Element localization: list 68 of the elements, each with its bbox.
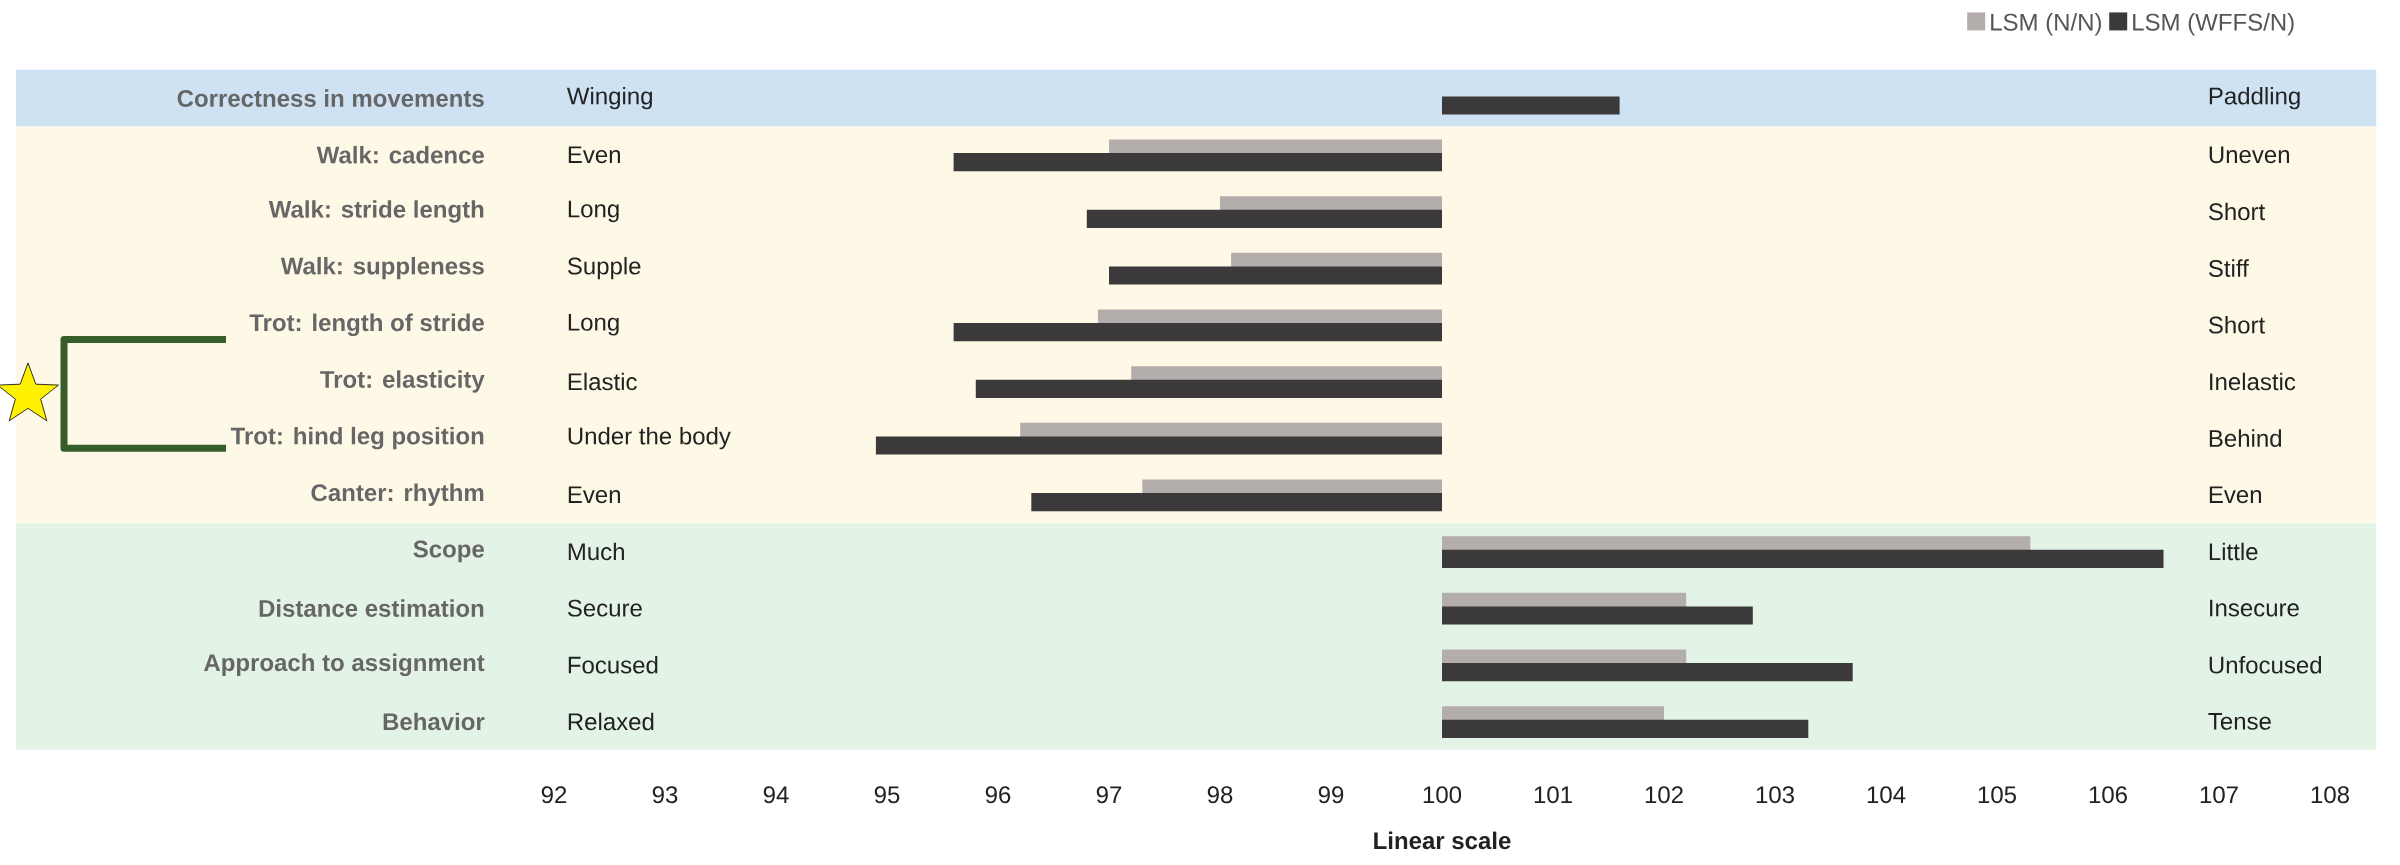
y-tick-label: Scope <box>413 540 484 563</box>
annotation: Winging <box>566 86 652 110</box>
annotation: Short <box>2208 202 2266 221</box>
x-tick-label: 108 <box>2311 786 2349 804</box>
annotation: Long <box>568 200 619 223</box>
x-tick-label: 92 <box>541 786 567 804</box>
x-tick-label: 107 <box>2200 786 2238 804</box>
annotation: Even <box>2209 486 2262 504</box>
y-tick-label: Trot: hind leg position <box>230 426 484 450</box>
bar <box>1442 663 1853 682</box>
y-tick-label: Correctness in movements <box>177 89 484 107</box>
bar <box>953 323 1443 342</box>
x-tick-label: 102 <box>1645 786 1683 804</box>
y-tick-label: Trot: elasticity <box>320 370 485 393</box>
legend-label: LSM (WFFS/N) <box>2133 13 2294 36</box>
x-tick-label: 93 <box>652 786 678 804</box>
x-tick-label: 94 <box>763 786 789 804</box>
annotation: Focused <box>568 655 658 674</box>
y-tick-label: Behavior <box>383 712 485 731</box>
y-tick-label: Trot: length of stride <box>249 313 484 337</box>
y-tick-label: Canter: rhythm <box>311 483 484 506</box>
y-tick-label: Distance estimation <box>259 599 484 617</box>
annotation: Secure <box>567 599 642 617</box>
bar <box>1086 209 1443 228</box>
annotation: Insecure <box>2210 599 2299 617</box>
x-tick-label: 101 <box>1534 786 1572 804</box>
bar <box>1031 493 1443 512</box>
bar <box>875 436 1443 455</box>
x-tick-label: 95 <box>874 786 900 804</box>
annotation: Supple <box>567 256 641 280</box>
x-tick-label: 105 <box>1978 786 2016 804</box>
annotation: Stiff <box>2208 259 2249 277</box>
annotation: Little <box>2209 542 2258 561</box>
annotation: Even <box>568 486 620 504</box>
x-tick-label: 104 <box>1867 786 1906 804</box>
x-tick-label: 103 <box>1756 786 1794 804</box>
bar <box>953 153 1443 172</box>
annotation: Long <box>568 314 619 336</box>
bar <box>1442 96 1620 115</box>
annotation: Relaxed <box>568 712 654 731</box>
y-tick-label: Approach to assignment <box>204 653 485 677</box>
bar <box>1442 549 2164 568</box>
y-tick-label: Walk: suppleness <box>280 256 484 280</box>
y-tick-label: Walk: cadence <box>316 145 484 164</box>
annotation: Uneven <box>2209 146 2290 164</box>
annotation: Much <box>568 542 624 561</box>
annotation: Paddling <box>2209 86 2300 110</box>
annotation: Under the body <box>568 426 731 450</box>
legend-label: LSM (N/N) <box>1991 13 2101 36</box>
annotation: Behind <box>2209 429 2282 447</box>
x-axis-title: Linear scale <box>1374 831 1511 850</box>
annotation: Elastic <box>568 372 637 391</box>
x-tick-label: 106 <box>2089 786 2127 804</box>
annotation: Inelastic <box>2210 372 2296 391</box>
x-tick-label: 96 <box>985 786 1011 804</box>
annotation: Even <box>568 146 620 164</box>
bar <box>975 379 1443 398</box>
annotation: Unfocused <box>2209 655 2322 674</box>
x-tick-label: 98 <box>1207 786 1233 804</box>
bar <box>1442 719 1809 738</box>
x-tick-label: 100 <box>1423 786 1462 804</box>
bar <box>1109 266 1443 285</box>
annotation: Tense <box>2208 713 2271 730</box>
annotation: Short <box>2208 315 2266 334</box>
x-tick-label: 99 <box>1318 786 1344 804</box>
bar <box>1442 606 1753 625</box>
y-tick-label: Walk: stride length <box>268 200 484 223</box>
x-tick-label: 97 <box>1096 786 1122 804</box>
